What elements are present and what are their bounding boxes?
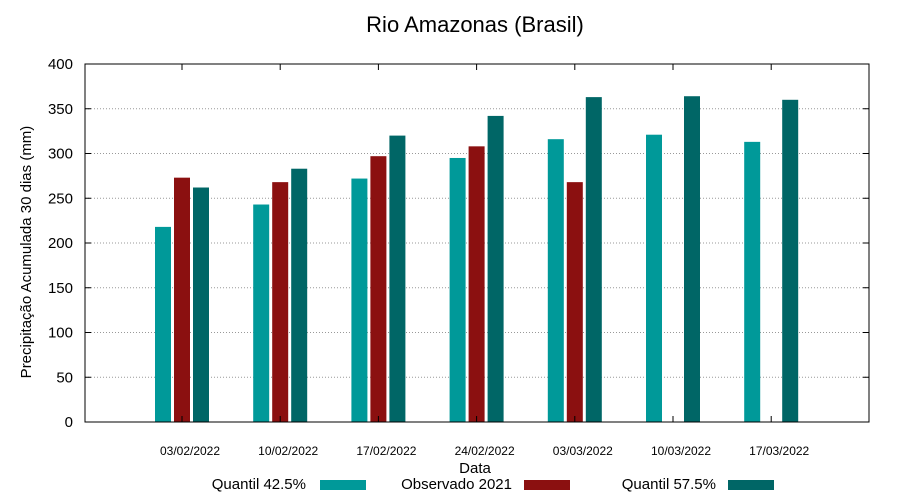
bar bbox=[585, 97, 602, 423]
legend-label: Observado 2021 bbox=[401, 476, 512, 493]
x-tick-label: 03/03/2022 bbox=[553, 444, 613, 458]
legend-label: Quantil 42.5% bbox=[212, 476, 306, 493]
legend-swatch bbox=[320, 480, 366, 490]
y-axis: 0 50 100 150 200 250 300 350 400 bbox=[48, 56, 869, 431]
x-tick-label: 24/02/2022 bbox=[455, 444, 515, 458]
y-axis-label: Precipitação Acumulada 30 dias (mm) bbox=[18, 126, 35, 379]
chart-title: Rio Amazonas (Brasil) bbox=[366, 12, 584, 37]
bar bbox=[351, 178, 368, 422]
bar bbox=[782, 99, 799, 423]
bar bbox=[684, 96, 700, 422]
x-axis: 03/02/2022 10/02/2022 17/02/2022 24/02/2022… bbox=[160, 64, 810, 458]
bar bbox=[291, 168, 308, 422]
legend-label: Quantil 57.5% bbox=[622, 476, 716, 493]
x-tick-label: 17/03/2022 bbox=[749, 444, 809, 458]
bar bbox=[449, 157, 466, 422]
y-tick-label: 200 bbox=[48, 235, 73, 252]
bar bbox=[193, 187, 209, 422]
bar bbox=[389, 135, 406, 422]
y-tick-label: 150 bbox=[48, 280, 73, 297]
bar bbox=[174, 177, 190, 422]
y-tick-label: 250 bbox=[48, 190, 73, 207]
bars bbox=[155, 96, 799, 423]
y-tick-label: 50 bbox=[56, 369, 73, 386]
y-tick-label: 400 bbox=[48, 56, 73, 73]
bar bbox=[566, 182, 583, 422]
x-tick-label: 17/02/2022 bbox=[356, 444, 416, 458]
x-tick-label: 10/02/2022 bbox=[258, 444, 318, 458]
bar bbox=[487, 115, 504, 422]
x-tick-label: 03/02/2022 bbox=[160, 444, 220, 458]
y-tick-label: 350 bbox=[48, 101, 73, 118]
bar bbox=[744, 141, 761, 423]
legend-swatch bbox=[728, 480, 774, 490]
bar bbox=[370, 156, 387, 422]
bar bbox=[253, 204, 270, 422]
y-tick-label: 300 bbox=[48, 146, 73, 163]
bar bbox=[468, 146, 485, 422]
bar bbox=[155, 226, 171, 422]
legend: Quantil 42.5% Observado 2021 Quantil 57.5% bbox=[212, 476, 774, 493]
bar bbox=[547, 139, 564, 422]
legend-swatch bbox=[524, 480, 570, 490]
x-tick-label: 10/03/2022 bbox=[651, 444, 711, 458]
x-axis-label: Data bbox=[459, 460, 491, 477]
bar bbox=[646, 134, 662, 422]
bar bbox=[272, 182, 289, 422]
y-tick-label: 0 bbox=[65, 414, 73, 431]
y-tick-label: 100 bbox=[48, 325, 73, 342]
